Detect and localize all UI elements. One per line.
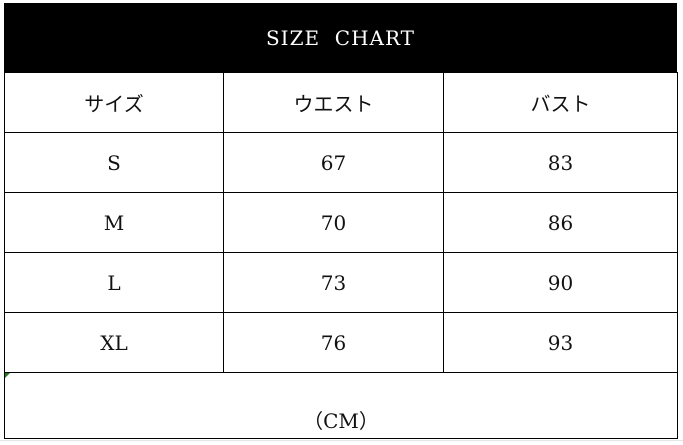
cell-bust: 86 [443,192,678,253]
unit-label: （CM） [303,409,379,433]
cell-comment-marker-icon [5,373,10,378]
size-table: サイズ ウエスト バスト S 67 83 M 70 86 L 73 90 XL … [4,72,678,373]
cell-waist: 73 [223,252,444,313]
table-row: XL 76 93 [4,312,678,373]
cell-waist: 67 [223,132,444,193]
cell-bust: 93 [443,312,678,373]
cell-size: XL [4,312,224,373]
cell-size: M [4,192,224,253]
header-row: サイズ ウエスト バスト [4,72,678,133]
table-row: L 73 90 [4,252,678,313]
chart-title: SIZE CHART [4,3,677,72]
column-header-bust: バスト [443,72,678,133]
unit-footer: （CM） [4,372,678,439]
table-row: S 67 83 [4,132,678,193]
cell-size: L [4,252,224,313]
cell-waist: 70 [223,192,444,253]
cell-bust: 90 [443,252,678,313]
cell-waist: 76 [223,312,444,373]
cell-bust: 83 [443,132,678,193]
cell-size: S [4,132,224,193]
column-header-size: サイズ [4,72,224,133]
column-header-waist: ウエスト [223,72,444,133]
table-row: M 70 86 [4,192,678,253]
